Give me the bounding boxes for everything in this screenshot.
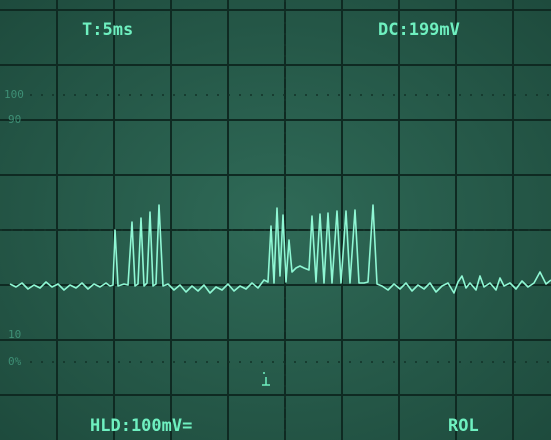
hold-readout: HLD:100mV= (90, 416, 192, 436)
oscilloscope-screen: 100 90 10 0% T:5ms DC:199mV HLD:100mV= R… (0, 0, 551, 440)
mode-readout: ROL (448, 416, 479, 436)
scale-label: 100 (4, 88, 24, 101)
timebase-readout: T:5ms (82, 20, 133, 40)
scale-label: 90 (8, 113, 21, 126)
coupling-readout: DC:199mV (378, 20, 460, 40)
scale-label: 10 (8, 328, 21, 341)
scale-label: 0% (8, 355, 22, 368)
